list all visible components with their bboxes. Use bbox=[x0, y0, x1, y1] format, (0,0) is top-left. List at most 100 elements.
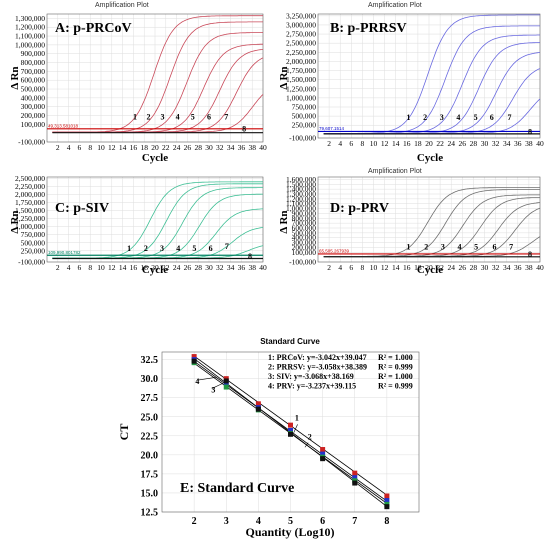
x-tick-label: 5 bbox=[288, 516, 293, 527]
y-tick-label: 1,200,000 bbox=[286, 194, 316, 203]
y-tick-label: 20.0 bbox=[141, 450, 159, 461]
y-tick-label: 3,250,000 bbox=[286, 11, 316, 20]
leader-line bbox=[197, 376, 217, 381]
data-point bbox=[288, 431, 293, 437]
y-tick-label: 1,300,000 bbox=[286, 190, 316, 199]
data-point bbox=[223, 378, 229, 384]
curve-label: 7 bbox=[507, 113, 511, 122]
y-tick-label: 250,000 bbox=[21, 246, 46, 255]
x-tick-label: 18 bbox=[140, 143, 148, 152]
y-tick-label: 1,600,000 bbox=[286, 175, 316, 184]
y-tick-label: 32.5 bbox=[141, 355, 159, 366]
x-tick-label: 24 bbox=[447, 139, 455, 148]
x-tick-label: 10 bbox=[97, 263, 105, 272]
curve-label: 6 bbox=[492, 243, 496, 252]
x-tick-label: 14 bbox=[119, 143, 127, 152]
y-tick-label: 2,250,000 bbox=[15, 182, 45, 191]
y-tick-label: 1,100,000 bbox=[286, 199, 316, 208]
y-tick-label: 300,000 bbox=[292, 238, 317, 247]
y-tick-label: 1,250,000 bbox=[286, 84, 316, 93]
plot-frame bbox=[46, 176, 264, 263]
y-tick-label: 27.5 bbox=[141, 393, 159, 404]
r-squared-label: R² = 1.000 bbox=[378, 372, 413, 381]
amplification-panel-3: 2 4 6 8 10 12 14 16 18 20 22 24 26 28 30 32 34 36 38 40-100… bbox=[9, 174, 267, 276]
x-tick-label: 6 bbox=[78, 263, 82, 272]
x-tick-label: 28 bbox=[194, 143, 202, 152]
curve-label: 1 bbox=[127, 244, 131, 253]
x-tick-label: 24 bbox=[447, 263, 455, 272]
y-tick-label: 2,750,000 bbox=[286, 30, 316, 39]
amplification-curve bbox=[52, 32, 263, 133]
x-tick-label: 34 bbox=[227, 263, 235, 272]
x-tick-label: 3 bbox=[224, 516, 229, 527]
x-tick-label: 12 bbox=[381, 139, 389, 148]
curve-label: 5 bbox=[474, 113, 478, 122]
data-point bbox=[288, 422, 293, 428]
data-point bbox=[288, 427, 293, 433]
x-tick-label: 16 bbox=[130, 143, 138, 152]
curve-label: 8 bbox=[248, 252, 252, 261]
plot-frame bbox=[161, 351, 420, 513]
leader-line bbox=[304, 442, 309, 448]
y-tick-label: 100,000 bbox=[21, 120, 46, 129]
y-tick-label: 200,000 bbox=[21, 111, 46, 120]
data-point bbox=[384, 498, 390, 504]
leader-line bbox=[293, 424, 298, 433]
data-point bbox=[320, 447, 326, 453]
x-tick-label: 28 bbox=[470, 139, 478, 148]
equation-label: 4: PRV: y=-3.237x+39.115 bbox=[268, 382, 356, 391]
curve-label: 7 bbox=[509, 243, 513, 252]
x-tick-label: 38 bbox=[525, 263, 533, 272]
y-axis-label: Δ Rn bbox=[9, 66, 21, 89]
x-tick-label: 4 bbox=[67, 263, 71, 272]
x-tick-label: 10 bbox=[370, 263, 378, 272]
r-squared-label: R² = 0.999 bbox=[378, 363, 413, 372]
r-squared-label: R² = 0.999 bbox=[378, 382, 413, 391]
y-axis-label: Δ Rn bbox=[278, 210, 290, 233]
y-axis-label: CT bbox=[117, 424, 131, 441]
x-tick-label: 34 bbox=[503, 139, 511, 148]
y-tick-label: 750,000 bbox=[292, 103, 317, 112]
x-tick-label: 2 bbox=[56, 263, 60, 272]
r-squared-label: R² = 1.000 bbox=[378, 353, 413, 362]
x-tick-label: 38 bbox=[525, 139, 533, 148]
y-tick-label: 12.5 bbox=[141, 508, 159, 519]
amplification-curve bbox=[323, 187, 540, 257]
data-point bbox=[352, 470, 358, 476]
curve-label: 8 bbox=[528, 250, 532, 259]
data-point bbox=[320, 451, 326, 457]
x-tick-label: 10 bbox=[370, 139, 378, 148]
amplification-curve bbox=[52, 181, 263, 259]
x-tick-label: 40 bbox=[259, 263, 267, 272]
curve-label: 5 bbox=[474, 243, 478, 252]
x-tick-label: 32 bbox=[492, 139, 500, 148]
x-tick-label: 34 bbox=[227, 143, 235, 152]
y-tick-label: 1,750,000 bbox=[15, 198, 45, 207]
data-point bbox=[191, 358, 197, 364]
x-tick-label: 32 bbox=[492, 263, 500, 272]
x-tick-label: 8 bbox=[88, 263, 92, 272]
data-point bbox=[255, 406, 261, 412]
x-tick-label: 30 bbox=[205, 143, 213, 152]
curve-label: 6 bbox=[209, 244, 213, 253]
x-tick-label: 8 bbox=[384, 516, 389, 527]
x-tick-label: 38 bbox=[248, 263, 256, 272]
y-tick-label: 2,500,000 bbox=[286, 39, 316, 48]
y-tick-label: 1,200,000 bbox=[15, 23, 45, 32]
x-axis-label: Cycle bbox=[417, 264, 443, 276]
x-tick-label: 30 bbox=[481, 263, 489, 272]
line-label: 1 bbox=[295, 414, 299, 423]
curve-label: 3 bbox=[441, 243, 445, 252]
x-tick-label: 12 bbox=[381, 263, 389, 272]
curve-label: 3 bbox=[440, 113, 444, 122]
x-tick-label: 2 bbox=[327, 139, 331, 148]
x-tick-label: 24 bbox=[173, 263, 181, 272]
x-tick-label: 14 bbox=[119, 263, 127, 272]
curve-label: 5 bbox=[191, 112, 195, 121]
y-tick-label: -100,000 bbox=[289, 258, 316, 267]
y-axis-label: Δ Rn bbox=[278, 66, 290, 89]
x-axis-label: Quantity (Log10) bbox=[245, 525, 334, 539]
y-tick-label: 800,000 bbox=[21, 58, 46, 67]
x-tick-label: 8 bbox=[361, 263, 365, 272]
x-tick-label: 18 bbox=[414, 139, 422, 148]
